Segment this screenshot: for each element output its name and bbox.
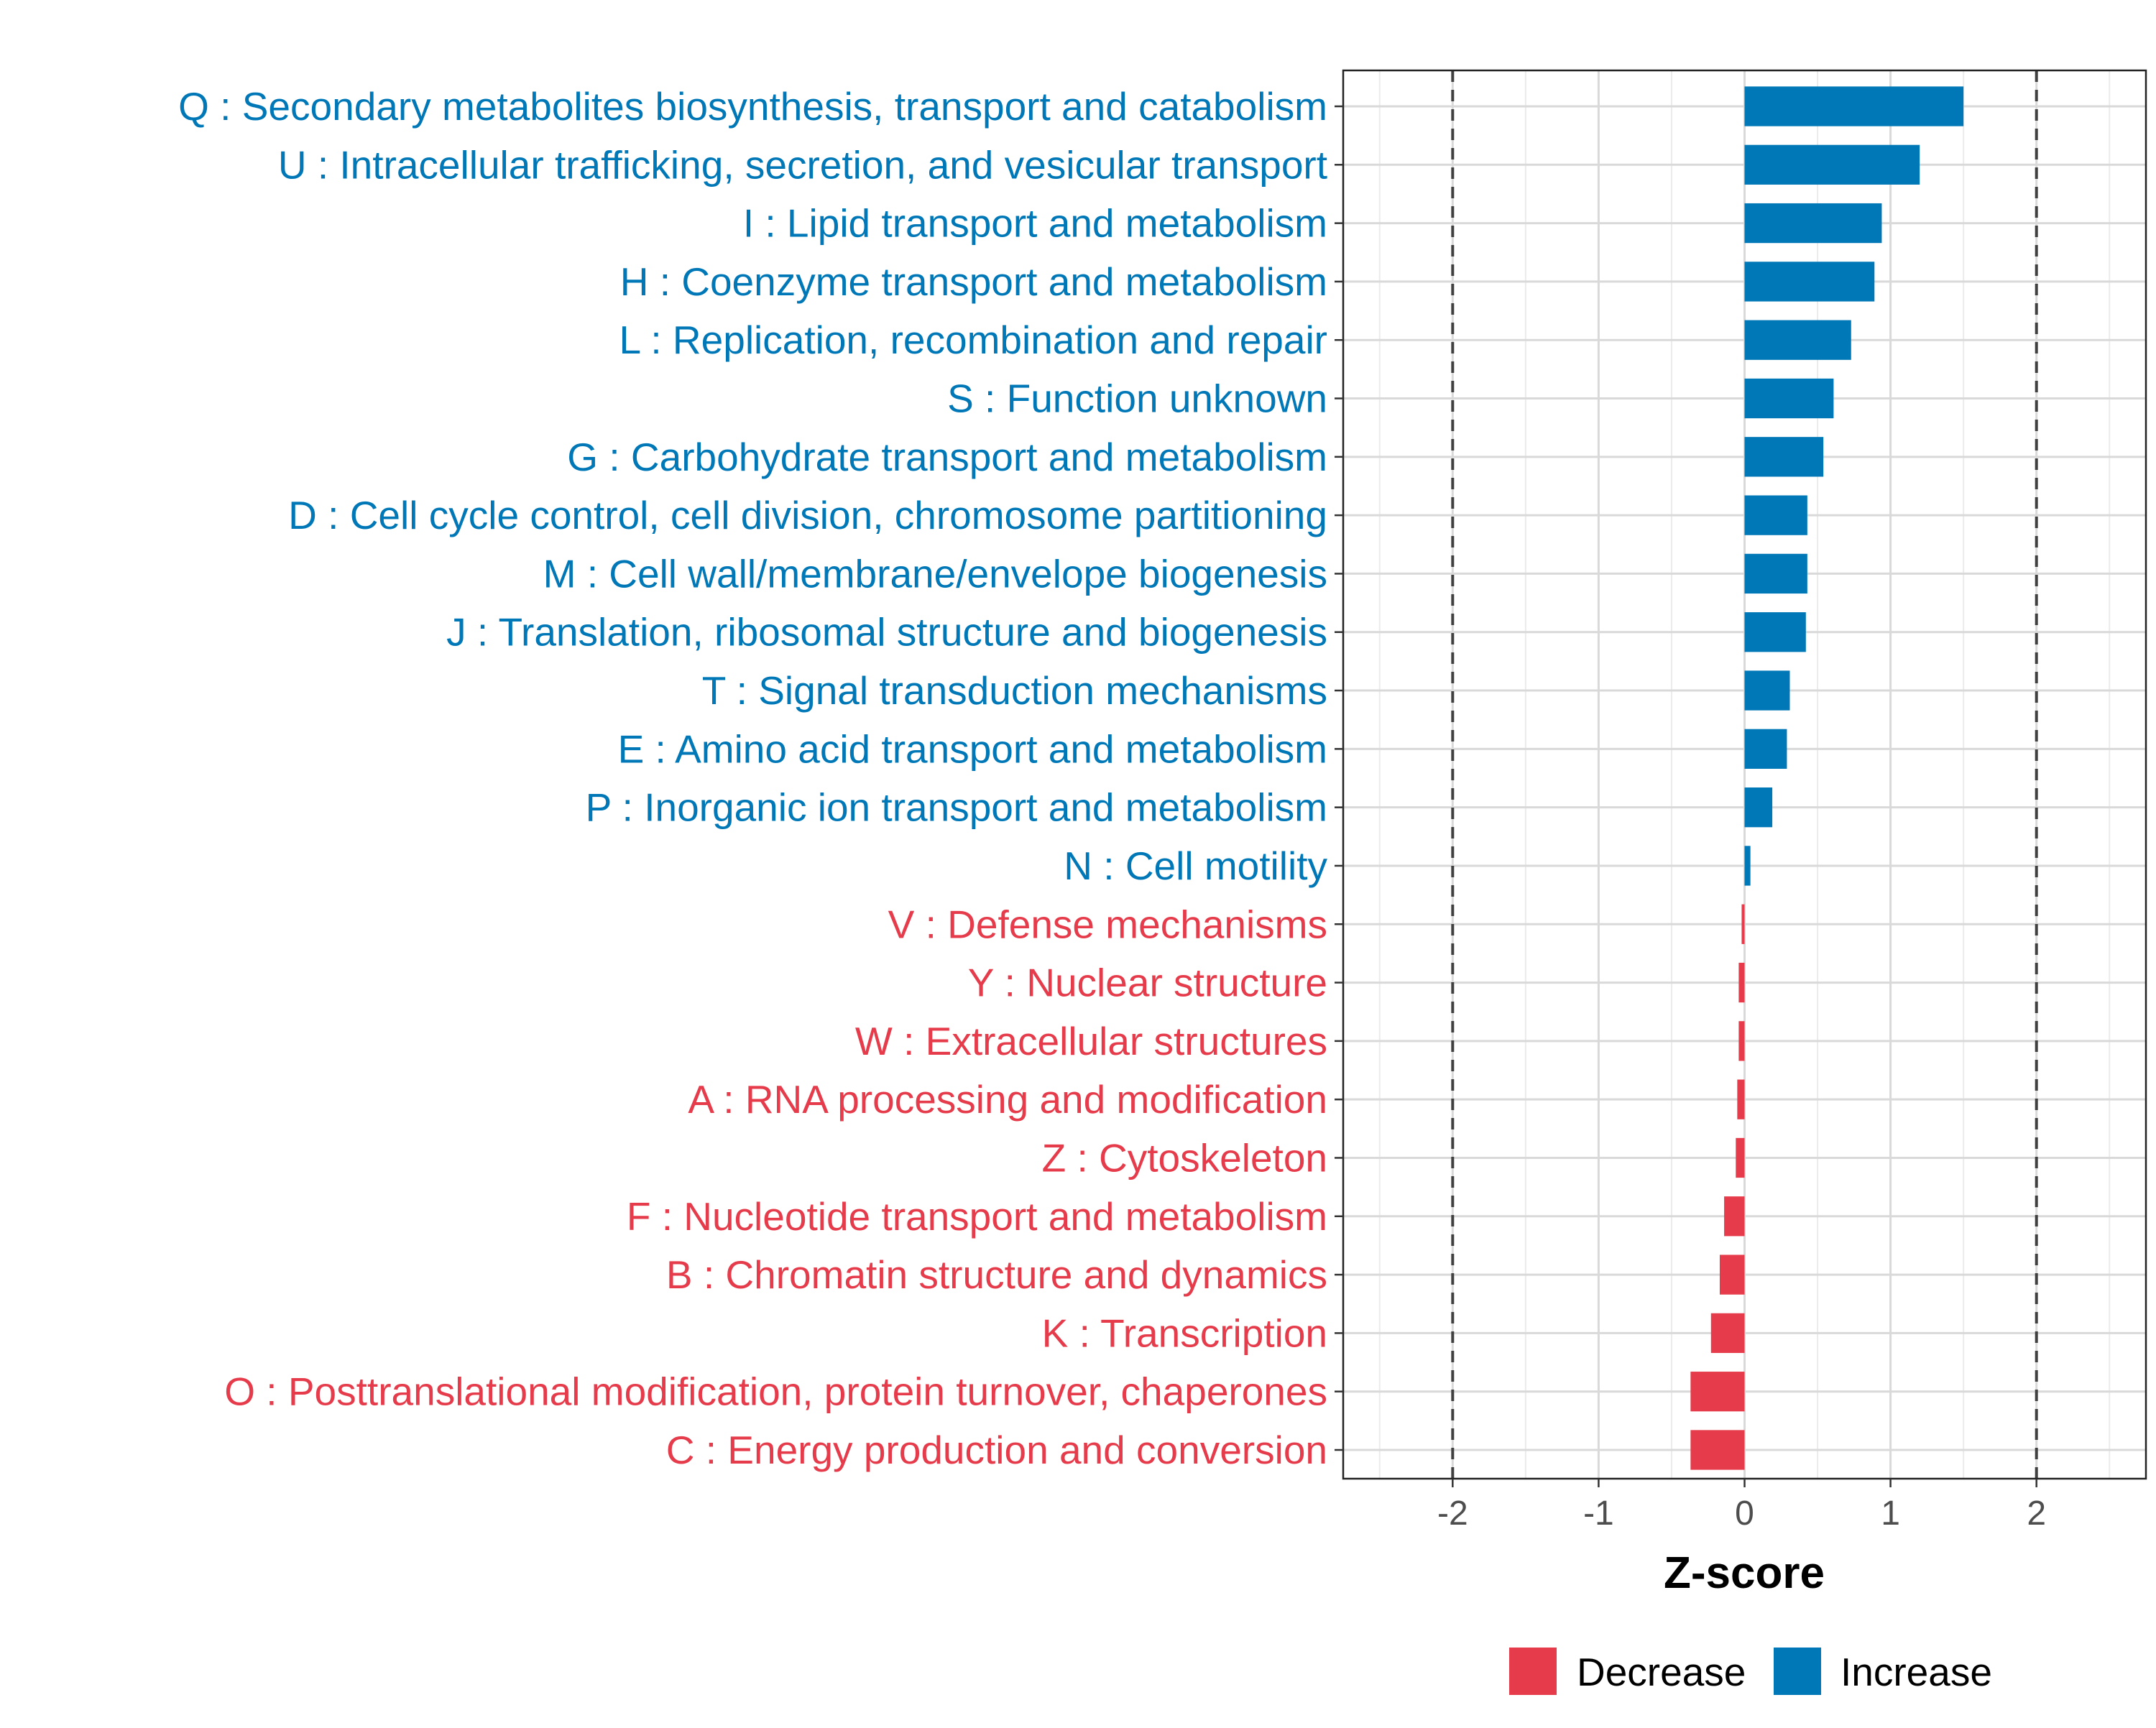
category-label: B : Chromatin structure and dynamics [666,1252,1327,1297]
bar [1744,729,1787,769]
legend-label-decrease: Decrease [1577,1650,1746,1694]
bar [1738,962,1745,1003]
bar [1710,1313,1745,1354]
category-label: G : Carbohydrate transport and metabolis… [567,435,1327,479]
x-tick-label: -2 [1437,1494,1468,1533]
category-label: Q : Secondary metabolites biosynthesis, … [178,84,1327,129]
category-label: Y : Nuclear structure [968,961,1327,1005]
x-tick-label: 2 [2027,1494,2046,1533]
bar [1690,1430,1745,1470]
category-label: J : Translation, ribosomal structure and… [446,610,1327,655]
category-label: W : Extracellular structures [855,1019,1327,1063]
bar [1690,1372,1745,1412]
x-tick-label: -1 [1583,1494,1614,1533]
bar [1744,846,1751,886]
category-label: Z : Cytoskeleton [1042,1135,1327,1180]
category-label: L : Replication, recombination and repai… [619,318,1327,362]
category-label: V : Defense mechanisms [888,902,1327,946]
category-label: E : Amino acid transport and metabolism [618,726,1327,771]
bar [1744,262,1875,302]
x-tick-label: 0 [1735,1494,1754,1533]
bar [1744,320,1851,360]
legend-swatch-decrease [1509,1648,1557,1695]
category-label: U : Intracellular trafficking, secretion… [278,142,1327,187]
category-label: A : RNA processing and modification [688,1077,1327,1122]
category-label: D : Cell cycle control, cell division, c… [288,493,1327,537]
category-label: T : Signal transduction mechanisms [702,668,1327,713]
bar [1737,1079,1745,1119]
bar [1719,1255,1745,1295]
category-label: C : Energy production and conversion [666,1428,1327,1472]
bar [1736,1137,1745,1178]
legend-label-increase: Increase [1841,1650,1992,1694]
bar [1744,787,1773,828]
category-label: I : Lipid transport and metabolism [743,201,1327,246]
bar [1744,144,1920,185]
bar [1744,437,1824,477]
bars-layer [1690,86,1964,1470]
category-label: S : Function unknown [947,376,1327,421]
bar [1744,86,1964,126]
legend: Decrease Increase [1509,1648,1992,1695]
category-label: N : Cell motility [1064,844,1327,888]
x-axis-title: Z-score [1664,1548,1825,1598]
bar [1744,670,1790,711]
category-label: K : Transcription [1042,1311,1327,1355]
bar [1738,1021,1745,1061]
bar [1744,378,1834,419]
bar [1744,203,1882,244]
category-label: F : Nucleotide transport and metabolism [627,1194,1327,1239]
bar [1741,904,1745,944]
x-tick-label: 1 [1881,1494,1900,1533]
category-label: M : Cell wall/membrane/envelope biogenes… [543,551,1327,596]
category-label: P : Inorganic ion transport and metaboli… [586,785,1327,830]
category-label: O : Posttranslational modification, prot… [224,1369,1327,1414]
bar [1744,495,1807,535]
bar [1744,612,1806,652]
category-labels: Q : Secondary metabolites biosynthesis, … [178,84,1327,1472]
bar [1744,553,1807,594]
ticks-layer: -2 -1 0 1 2 [1335,105,2046,1533]
legend-swatch-increase [1774,1648,1821,1695]
category-label: H : Coenzyme transport and metabolism [620,259,1327,304]
bar [1724,1196,1745,1237]
